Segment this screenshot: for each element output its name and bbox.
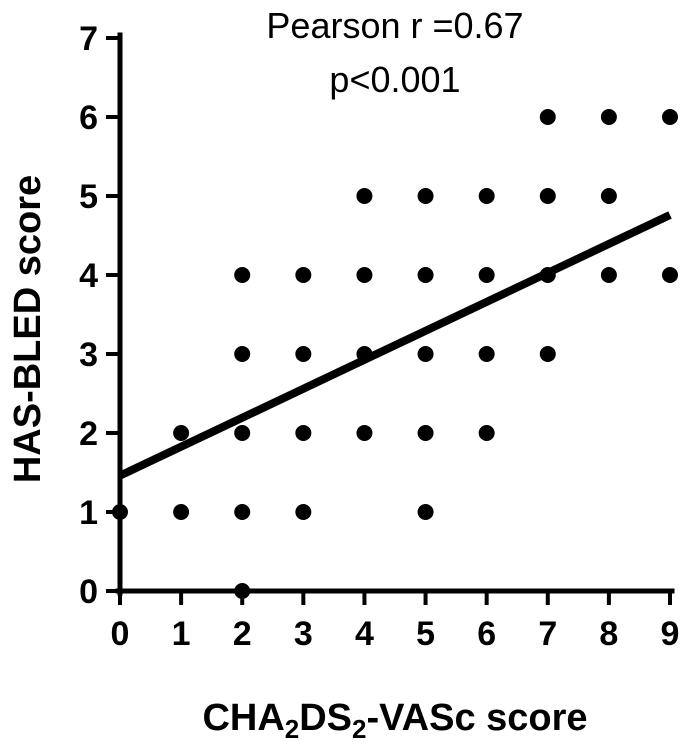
- data-point: [539, 346, 556, 362]
- data-point: [173, 425, 190, 441]
- y-tick-label: 5: [79, 178, 98, 216]
- data-point: [356, 267, 373, 283]
- x-tick-label: 9: [661, 615, 680, 653]
- data-points: [112, 109, 678, 599]
- data-point: [234, 346, 251, 362]
- data-point: [417, 425, 434, 441]
- y-axis-title: HAS-BLED score: [7, 175, 49, 483]
- y-tick-label: 2: [79, 415, 98, 453]
- x-axis-title-subscript: 2: [352, 714, 366, 744]
- data-point: [539, 188, 556, 204]
- x-tick-label: 7: [538, 615, 557, 653]
- y-tick-label: 7: [79, 20, 98, 58]
- x-tick-label: 1: [172, 615, 191, 653]
- x-axis-title-part: -VASc score: [367, 697, 588, 739]
- x-tick-label: 0: [111, 615, 130, 653]
- data-point: [478, 425, 495, 441]
- data-point: [356, 346, 373, 362]
- data-point: [234, 425, 251, 441]
- y-tick-label: 4: [79, 257, 98, 295]
- data-point: [600, 267, 617, 283]
- y-tick-label: 0: [79, 573, 98, 611]
- x-axis-title-part: CHA: [202, 697, 284, 739]
- x-tick-label: 8: [599, 615, 618, 653]
- data-point: [478, 267, 495, 283]
- x-tick-label: 6: [477, 615, 496, 653]
- x-axis-title-part: DS: [299, 697, 352, 739]
- pearson-annotation: Pearson r =0.67: [266, 5, 523, 46]
- data-point: [356, 188, 373, 204]
- x-tick-label: 5: [416, 615, 435, 653]
- data-point: [417, 504, 434, 520]
- data-point: [539, 267, 556, 283]
- y-tick-label: 6: [79, 99, 98, 137]
- data-point: [417, 188, 434, 204]
- p-value-annotation: p<0.001: [329, 59, 460, 100]
- x-tick-label: 3: [294, 615, 313, 653]
- data-point: [356, 425, 373, 441]
- data-point: [478, 188, 495, 204]
- regression-line-group: [118, 211, 672, 480]
- data-point: [295, 346, 312, 362]
- data-point: [173, 504, 190, 520]
- data-point: [417, 267, 434, 283]
- regression-line: [118, 211, 672, 480]
- data-point: [417, 346, 434, 362]
- y-tick-label: 3: [79, 336, 98, 374]
- data-point: [234, 504, 251, 520]
- x-ticks: 0 1 2 3 4 5 6 7 8 9: [111, 591, 680, 653]
- x-axis-title: CHA2DS2-VASc score: [202, 697, 587, 744]
- data-point: [112, 504, 128, 520]
- data-point: [600, 188, 617, 204]
- data-point: [478, 346, 495, 362]
- y-ticks: 0 1 2 3 4 5 6 7: [79, 20, 120, 611]
- data-point: [662, 267, 678, 283]
- data-point: [234, 583, 251, 599]
- axes: [115, 32, 675, 596]
- data-point: [295, 425, 312, 441]
- annotations: Pearson r =0.67 p<0.001: [266, 5, 523, 100]
- x-tick-label: 2: [233, 615, 252, 653]
- data-point: [234, 267, 251, 283]
- x-tick-label: 4: [355, 615, 374, 653]
- data-point: [662, 109, 678, 125]
- x-axis-title-subscript: 2: [285, 714, 299, 744]
- data-point: [295, 267, 312, 283]
- data-point: [600, 109, 617, 125]
- data-point: [539, 109, 556, 125]
- y-tick-label: 1: [79, 494, 98, 532]
- data-point: [295, 504, 312, 520]
